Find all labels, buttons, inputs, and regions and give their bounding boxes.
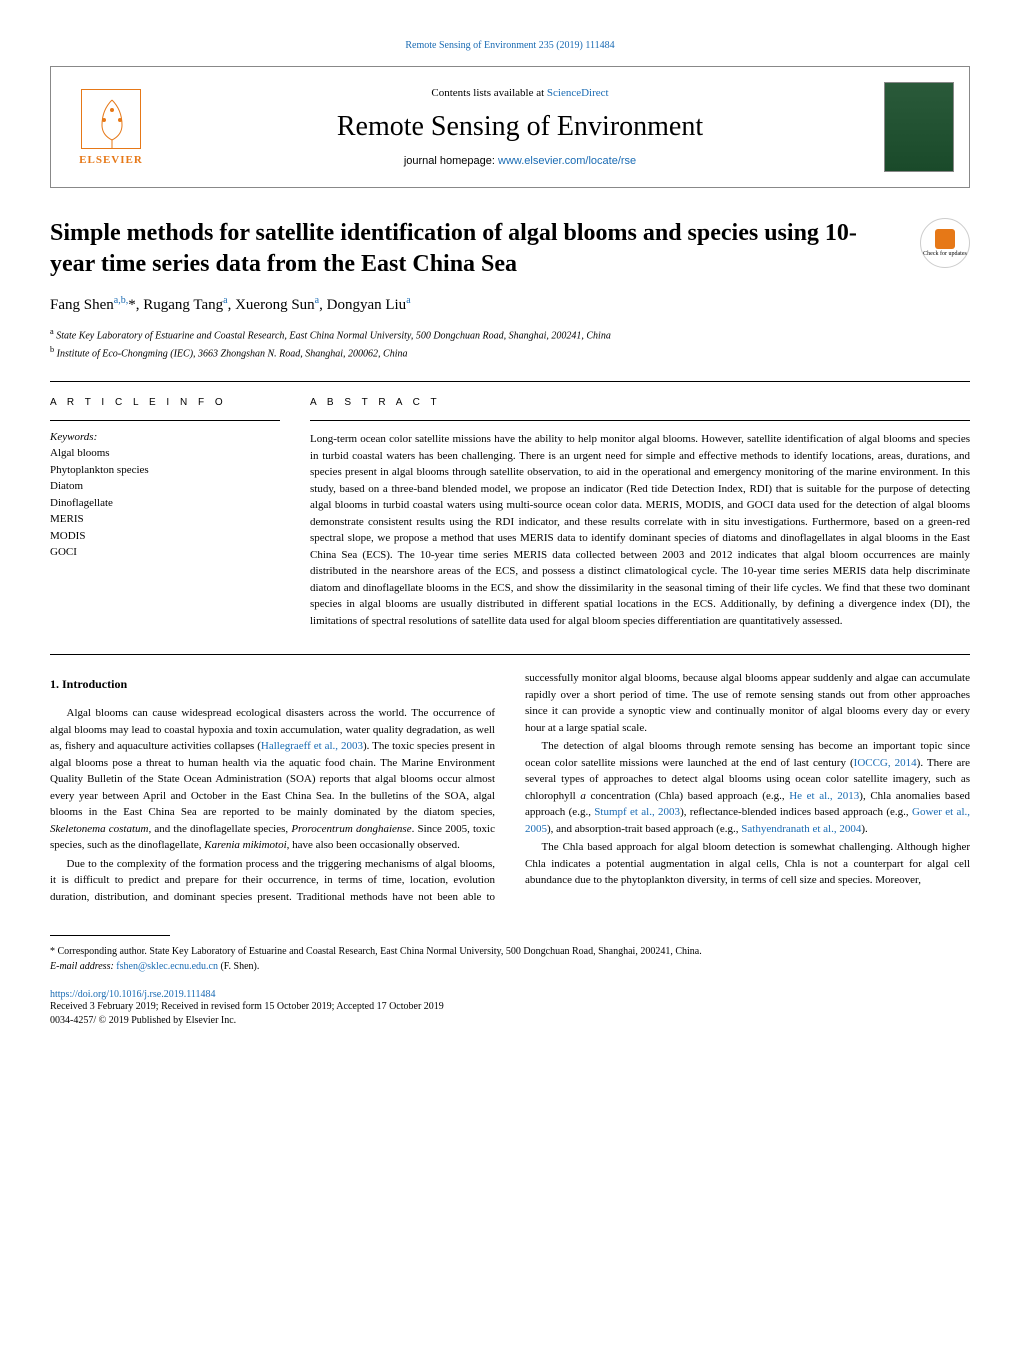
keyword-item: MERIS [50, 511, 280, 528]
email-line: E-mail address: fshen@sklec.ecnu.edu.cn … [50, 959, 970, 974]
doi-line: https://doi.org/10.1016/j.rse.2019.11148… [50, 989, 970, 1000]
check-updates-icon [935, 229, 955, 249]
abstract-text: Long-term ocean color satellite missions… [310, 431, 970, 629]
body-paragraph: The Chla based approach for algal bloom … [525, 839, 970, 889]
doi-link[interactable]: https://doi.org/10.1016/j.rse.2019.11148… [50, 989, 215, 1000]
body-paragraph: Algal blooms can cause widespread ecolog… [50, 705, 495, 854]
journal-ref-link[interactable]: Remote Sensing of Environment 235 (2019)… [405, 40, 614, 51]
homepage-line: journal homepage: www.elsevier.com/locat… [156, 155, 884, 167]
keywords-list: Algal bloomsPhytoplankton speciesDiatomD… [50, 445, 280, 561]
sciencedirect-link[interactable]: ScienceDirect [547, 87, 609, 99]
issn-line: 0034-4257/ © 2019 Published by Elsevier … [50, 1014, 970, 1028]
received-line: Received 3 February 2019; Received in re… [50, 1000, 970, 1014]
abstract-column: A B S T R A C T Long-term ocean color sa… [310, 397, 970, 629]
homepage-label: journal homepage: [404, 155, 498, 167]
divider [50, 381, 970, 382]
check-updates-label: Check for updates [923, 251, 967, 257]
header-center: Contents lists available at ScienceDirec… [156, 87, 884, 167]
article-info-column: A R T I C L E I N F O Keywords: Algal bl… [50, 397, 280, 629]
keyword-item: MODIS [50, 528, 280, 545]
info-divider [50, 420, 280, 421]
affiliation-text: Institute of Eco-Chongming (IEC), 3663 Z… [57, 348, 408, 359]
journal-reference-top: Remote Sensing of Environment 235 (2019)… [50, 40, 970, 51]
abstract-divider [310, 420, 970, 421]
title-row: Simple methods for satellite identificat… [50, 218, 970, 295]
article-title: Simple methods for satellite identificat… [50, 218, 900, 280]
article-info-label: A R T I C L E I N F O [50, 397, 280, 408]
journal-title: Remote Sensing of Environment [156, 111, 884, 143]
keyword-item: GOCI [50, 544, 280, 561]
elsevier-wordmark: ELSEVIER [79, 154, 143, 166]
header-banner: ELSEVIER Contents lists available at Sci… [50, 66, 970, 188]
body-paragraph: The detection of algal blooms through re… [525, 738, 970, 837]
divider [50, 654, 970, 655]
section-heading-intro: 1. Introduction [50, 675, 495, 693]
abstract-label: A B S T R A C T [310, 397, 970, 408]
main-content: 1. Introduction Algal blooms can cause w… [50, 670, 970, 905]
keyword-item: Diatom [50, 478, 280, 495]
email-name: (F. Shen). [218, 961, 259, 972]
journal-cover-thumbnail [884, 82, 954, 172]
corresponding-text: * Corresponding author. State Key Labora… [50, 944, 970, 959]
check-updates-badge[interactable]: Check for updates [920, 218, 970, 268]
footnote-divider [50, 935, 170, 936]
contents-available-line: Contents lists available at ScienceDirec… [156, 87, 884, 99]
authors-line: Fang Shena,b,*, Rugang Tanga, Xuerong Su… [50, 295, 970, 314]
affiliation-text: State Key Laboratory of Estuarine and Co… [56, 331, 611, 342]
elsevier-tree-icon [81, 89, 141, 149]
corresponding-author-footnote: * Corresponding author. State Key Labora… [50, 944, 970, 974]
affiliation-b: b Institute of Eco-Chongming (IEC), 3663… [50, 344, 970, 361]
keyword-item: Phytoplankton species [50, 462, 280, 479]
affiliation-a: a State Key Laboratory of Estuarine and … [50, 326, 970, 343]
keyword-item: Dinoflagellate [50, 495, 280, 512]
keyword-item: Algal blooms [50, 445, 280, 462]
info-abstract-row: A R T I C L E I N F O Keywords: Algal bl… [50, 397, 970, 629]
homepage-link[interactable]: www.elsevier.com/locate/rse [498, 155, 636, 167]
contents-text: Contents lists available at [431, 87, 546, 99]
email-link[interactable]: fshen@sklec.ecnu.edu.cn [116, 961, 218, 972]
elsevier-logo: ELSEVIER [66, 82, 156, 172]
keywords-label: Keywords: [50, 431, 280, 443]
email-label: E-mail address: [50, 961, 116, 972]
affiliations: a State Key Laboratory of Estuarine and … [50, 326, 970, 361]
